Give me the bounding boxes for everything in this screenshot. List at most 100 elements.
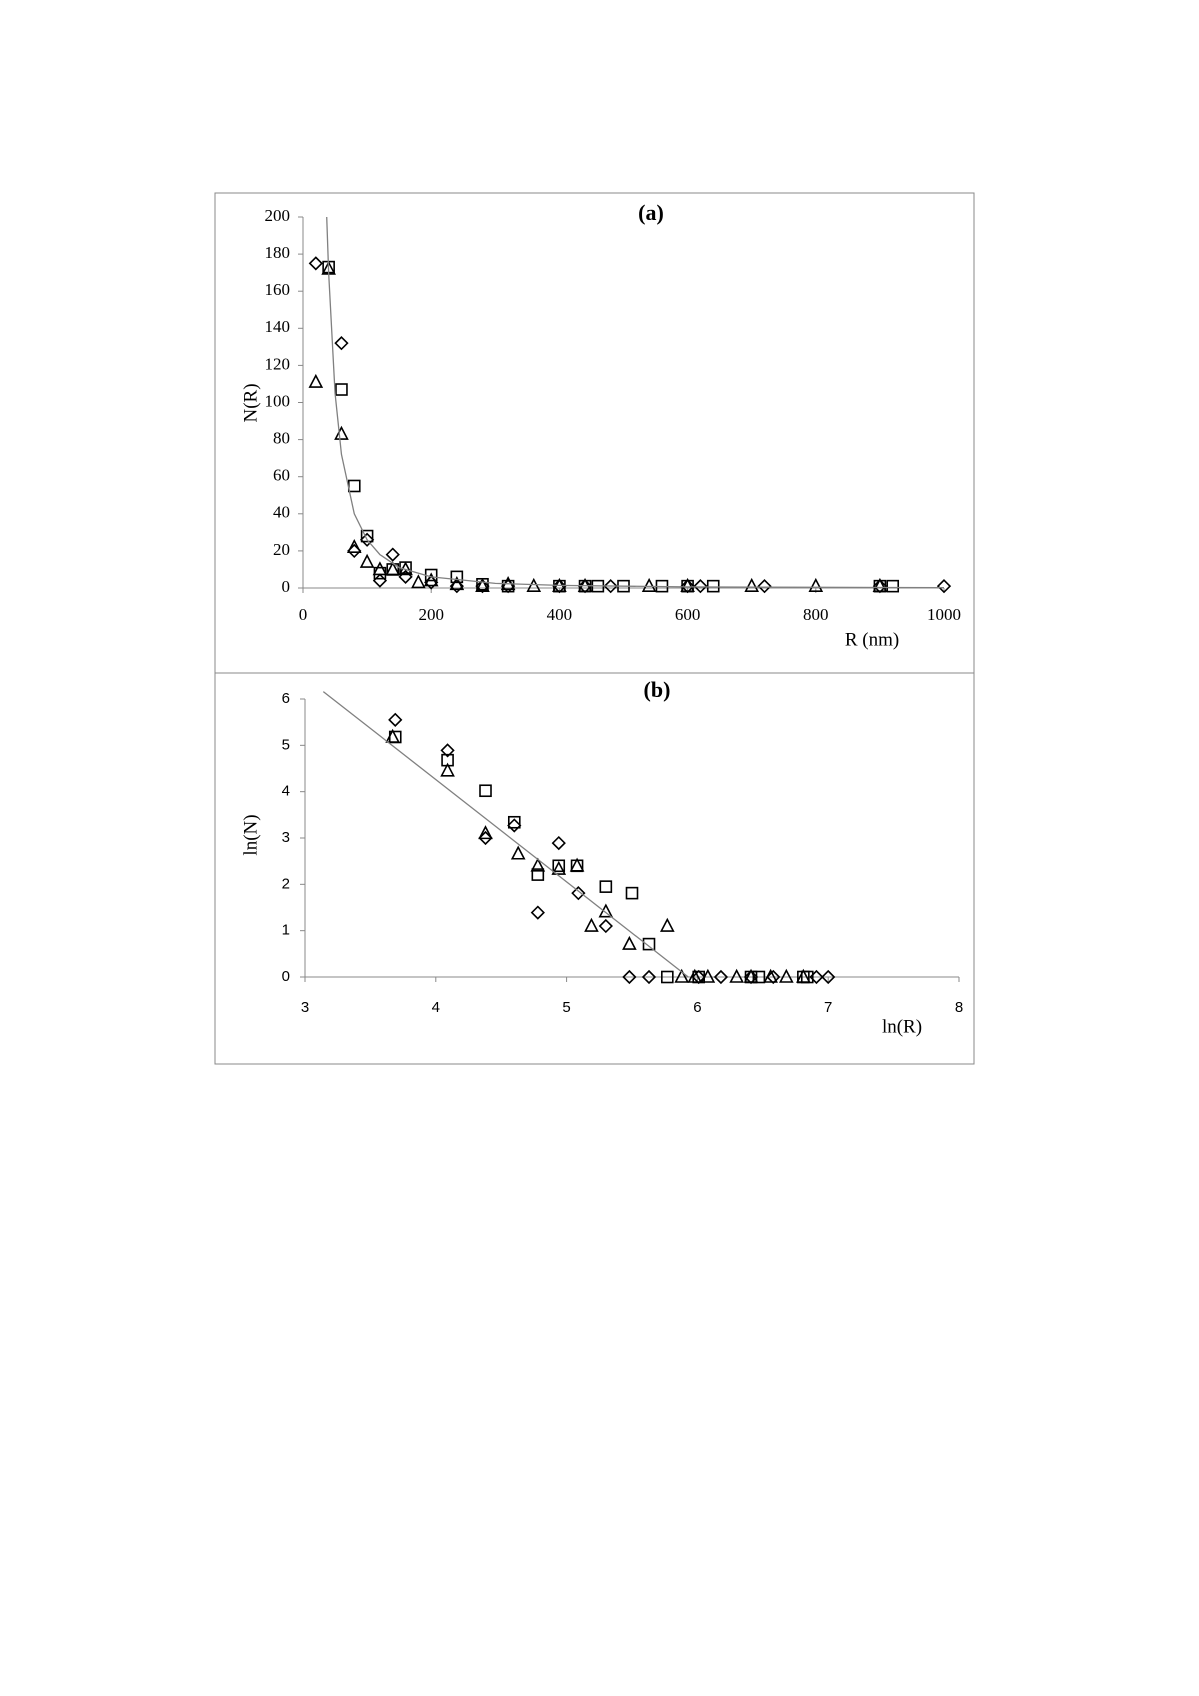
triangle-point: [808, 577, 824, 592]
diamond-point: [757, 579, 772, 594]
x-tick-label: 4: [432, 999, 440, 1016]
triangle-point: [744, 577, 760, 592]
triangle-point: [569, 857, 585, 872]
triangle-point: [385, 561, 401, 576]
triangle-point: [478, 825, 493, 840]
y-tick-label: 2: [282, 875, 290, 892]
triangle-point: [729, 968, 744, 983]
square-point: [599, 880, 613, 893]
x-tick-label: 800: [803, 605, 829, 624]
y-tick-label: 160: [265, 280, 291, 299]
diamond-point: [551, 835, 566, 851]
y-tick-label: 20: [273, 540, 290, 559]
fit-line: [326, 216, 945, 589]
x-tick-label: 8: [955, 999, 963, 1016]
y-tick-label: 60: [273, 466, 290, 485]
triangle-point: [584, 917, 599, 932]
diamond-point: [385, 547, 400, 562]
triangle-point: [449, 576, 465, 591]
y-tick-label: 3: [282, 829, 290, 846]
triangle-point: [475, 577, 490, 592]
y-tick-label: 40: [273, 503, 290, 522]
triangle-point: [598, 903, 614, 918]
triangle-point: [411, 574, 426, 589]
y-axis-label: ln(N): [240, 814, 261, 855]
diamond-point: [936, 579, 952, 594]
diamond-point: [598, 918, 613, 934]
triangle-point: [641, 577, 657, 592]
triangle-point: [510, 845, 526, 860]
x-axis-label: R (nm): [845, 629, 899, 650]
square-point: [886, 579, 900, 593]
triangle-point: [359, 553, 375, 568]
triangle-point: [440, 762, 455, 777]
triangle-point: [385, 728, 400, 743]
y-tick-label: 0: [282, 577, 291, 596]
triangle-point: [743, 968, 759, 983]
x-tick-label: 1000: [927, 605, 961, 624]
triangle-point: [674, 968, 690, 983]
y-tick-label: 140: [265, 317, 291, 336]
diamond-point: [622, 969, 637, 985]
y-tick-label: 5: [282, 736, 290, 753]
square-point: [531, 868, 545, 881]
triangle-point: [622, 935, 637, 950]
diamond-point: [372, 573, 388, 588]
y-tick-label: 0: [282, 968, 290, 985]
diamond-point: [571, 886, 586, 901]
fit-line: [322, 691, 689, 978]
y-tick-label: 100: [265, 391, 291, 410]
diamond-point: [766, 969, 781, 985]
x-tick-label: 200: [418, 605, 444, 624]
triangle-point: [423, 572, 439, 587]
triangle-point: [779, 968, 794, 983]
diamond-point: [347, 543, 362, 559]
y-tick-label: 6: [282, 690, 290, 707]
diamond-point: [334, 336, 349, 351]
diamond-point: [713, 969, 729, 985]
x-tick-label: 400: [547, 605, 573, 624]
y-tick-label: 1: [282, 922, 290, 939]
y-tick-label: 200: [265, 206, 291, 225]
triangle-point: [308, 373, 324, 388]
triangle-point: [659, 917, 675, 932]
diamond-point: [475, 579, 490, 594]
square-point: [552, 859, 566, 873]
panel-a: 0 20 40 60 80 100 120 140 160 180 200 0 200 400 600 800…: [240, 200, 961, 650]
square-point: [360, 529, 374, 543]
x-tick-label: 3: [301, 999, 309, 1016]
square-point: [347, 479, 361, 493]
triangle-point: [530, 857, 546, 872]
y-tick-label: 4: [282, 783, 290, 800]
triangle-point: [700, 968, 716, 983]
square-point: [625, 886, 639, 900]
diamond-point: [603, 579, 618, 594]
diamond-point: [530, 905, 545, 920]
triangle-point: [372, 561, 388, 576]
square-point: [507, 815, 521, 829]
triangle-point: [551, 860, 567, 875]
x-axis-label: ln(R): [882, 1016, 922, 1037]
triangle-point: [687, 968, 703, 983]
y-tick-label: 80: [273, 429, 290, 448]
triangle-point: [872, 577, 888, 592]
x-tick-label: 600: [675, 605, 701, 624]
triangle-point: [526, 577, 542, 592]
triangle-point: [334, 425, 349, 440]
triangle-point: [680, 577, 695, 592]
square-point: [501, 579, 515, 593]
chart-title: (a): [638, 200, 664, 225]
panel-b: 0 1 2 3 4 5 6 3 4 5 6 7 8 (b) ln(R) ln(N): [240, 677, 963, 1037]
y-axis-label: N(R): [240, 383, 261, 422]
diamond-point: [440, 743, 455, 758]
diamond-point: [693, 579, 708, 594]
x-tick-label: 7: [824, 999, 832, 1016]
square-point: [479, 784, 492, 798]
diamond-point: [821, 969, 836, 985]
diamond-point: [388, 712, 403, 727]
diamond-point: [359, 532, 375, 547]
y-tick-label: 180: [265, 243, 291, 262]
diamond-point: [308, 256, 323, 271]
x-tick-label: 0: [299, 605, 308, 624]
